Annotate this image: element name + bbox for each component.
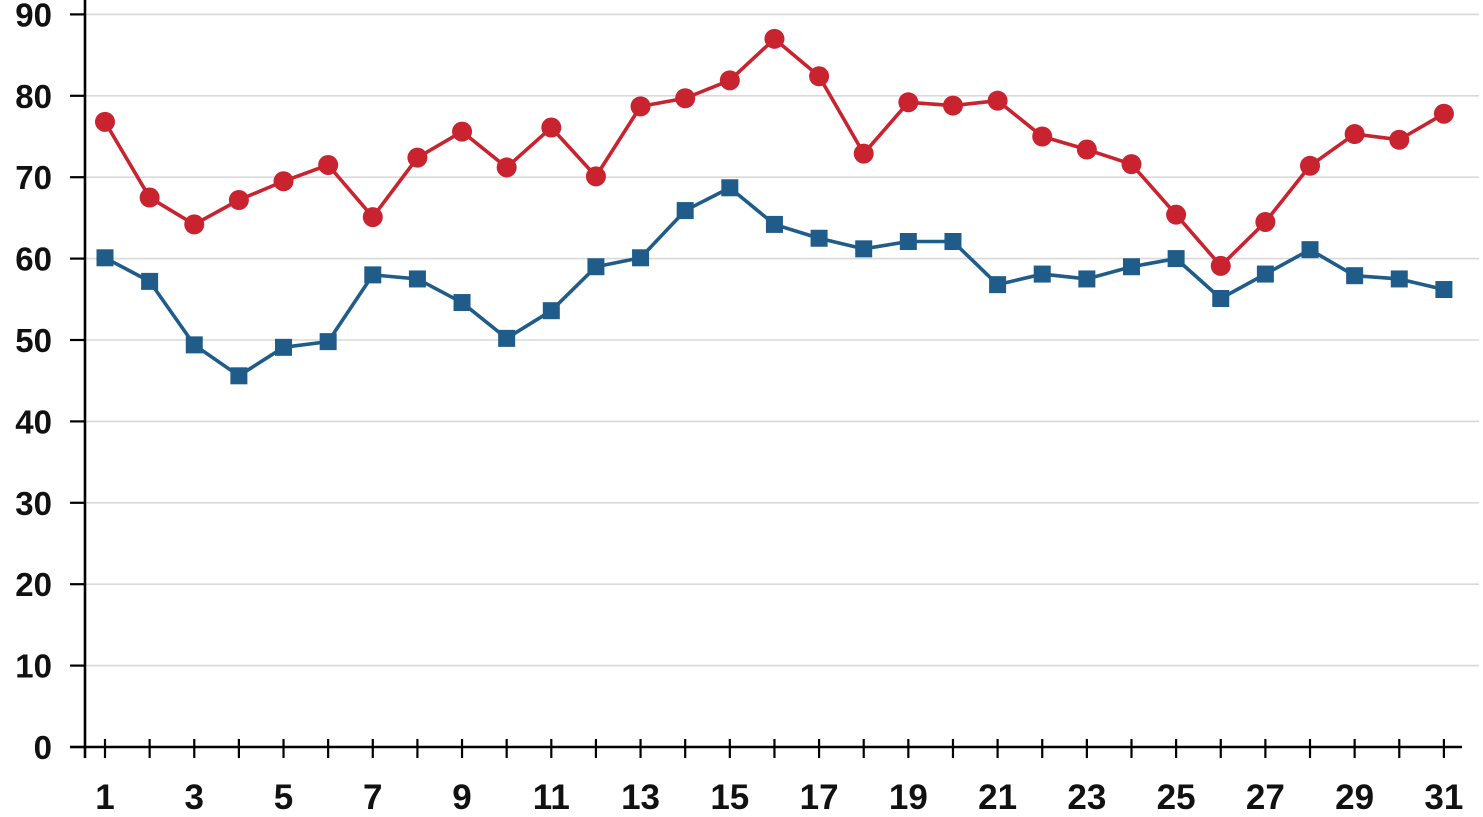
red-circle-series-marker: [95, 111, 115, 132]
blue-square-series-marker: [1256, 265, 1274, 283]
red-circle-series-marker: [898, 92, 919, 113]
red-circle-series-marker: [809, 66, 830, 87]
blue-square-series-marker: [810, 229, 828, 247]
blue-square-series-marker: [1033, 265, 1051, 283]
blue-square-series-marker: [587, 258, 605, 276]
y-tick-label: 0: [34, 729, 52, 766]
red-circle-series-marker: [362, 207, 383, 228]
red-circle-series-marker: [1344, 124, 1365, 145]
red-circle-series-marker: [942, 95, 963, 116]
y-tick-label: 10: [15, 648, 52, 685]
y-tick-label: 80: [15, 78, 52, 115]
blue-square-series-marker: [899, 233, 917, 251]
x-tick-label: 21: [978, 778, 1017, 817]
blue-square-series-marker: [319, 333, 337, 351]
x-tick-label: 27: [1246, 778, 1285, 817]
y-tick-label: 30: [15, 485, 52, 522]
x-tick-label: 9: [452, 778, 471, 817]
blue-square-series-marker: [498, 329, 516, 347]
blue-square-series-marker: [408, 270, 426, 288]
red-circle-series-marker: [585, 166, 606, 187]
red-circle-series-marker: [1121, 154, 1142, 175]
x-tick-label: 15: [710, 778, 749, 817]
blue-square-series-marker: [96, 249, 114, 267]
blue-square-series-marker: [855, 240, 873, 258]
red-circle-series-marker: [496, 157, 517, 178]
red-circle-series-marker: [1433, 103, 1454, 124]
blue-square-series-marker: [765, 215, 783, 233]
red-circle-series-marker: [541, 117, 562, 138]
y-tick-label: 40: [15, 403, 52, 440]
x-tick-label: 13: [621, 778, 660, 817]
blue-square-series-marker: [1078, 270, 1096, 288]
x-tick-label: 19: [889, 778, 928, 817]
blue-square-series-marker: [1301, 241, 1319, 259]
red-circle-series-marker: [273, 171, 294, 192]
blue-square-series-marker: [721, 179, 739, 197]
red-circle-series-marker: [139, 187, 160, 208]
red-circle-series-marker: [318, 154, 339, 175]
blue-square-series-marker: [230, 367, 248, 385]
x-tick-label: 5: [274, 778, 293, 817]
blue-square-series-marker: [1390, 270, 1408, 288]
x-tick-label: 17: [800, 778, 839, 817]
blue-square-series-marker: [1212, 289, 1230, 307]
y-tick-label: 50: [15, 322, 52, 359]
blue-square-series-marker: [1167, 250, 1185, 268]
blue-square-series-marker: [364, 266, 382, 284]
red-circle-series-marker: [1255, 211, 1276, 232]
red-circle-series-marker: [764, 28, 785, 49]
y-tick-label: 20: [15, 566, 52, 603]
red-circle-series-marker: [1210, 255, 1231, 276]
blue-square-series-marker: [632, 249, 650, 267]
x-tick-label: 3: [185, 778, 204, 817]
blue-square-series-marker: [141, 272, 159, 290]
blue-square-series-marker: [542, 302, 560, 320]
red-circle-series-marker: [1166, 204, 1187, 225]
x-tick-label: 1: [95, 778, 114, 817]
x-tick-label: 11: [533, 778, 570, 817]
y-tick-label: 90: [15, 0, 52, 33]
red-circle-series-marker: [630, 96, 651, 117]
red-circle-series-marker: [1389, 129, 1410, 150]
red-circle-series-marker: [1300, 155, 1321, 176]
red-circle-series-marker: [987, 90, 1008, 111]
blue-square-series-marker: [989, 276, 1007, 294]
blue-square-series-marker: [275, 338, 293, 356]
blue-square-series-marker: [453, 294, 471, 312]
x-tick-label: 29: [1335, 778, 1374, 817]
red-circle-series-marker: [184, 214, 205, 235]
red-circle-series-marker: [1076, 139, 1097, 160]
blue-square-series-marker: [185, 336, 203, 354]
red-circle-series-marker: [1032, 126, 1053, 147]
x-tick-label: 25: [1157, 778, 1196, 817]
red-circle-series-marker: [675, 88, 696, 109]
x-tick-label: 7: [363, 778, 382, 817]
blue-square-series-marker: [944, 233, 962, 251]
x-tick-label: 31: [1424, 778, 1463, 817]
blue-square-series-marker: [1346, 267, 1364, 285]
blue-square-series-marker: [1435, 281, 1453, 299]
red-circle-series-marker: [853, 143, 874, 164]
x-tick-label: 23: [1067, 778, 1106, 817]
blue-square-series-marker: [676, 202, 694, 220]
y-tick-label: 70: [15, 159, 52, 196]
y-tick-label: 60: [15, 241, 52, 278]
blue-square-series-marker: [1122, 258, 1140, 276]
red-circle-series-marker: [228, 189, 249, 210]
red-circle-series-marker: [407, 147, 428, 168]
red-circle-series-marker: [719, 70, 740, 91]
red-circle-series-marker: [452, 121, 473, 142]
